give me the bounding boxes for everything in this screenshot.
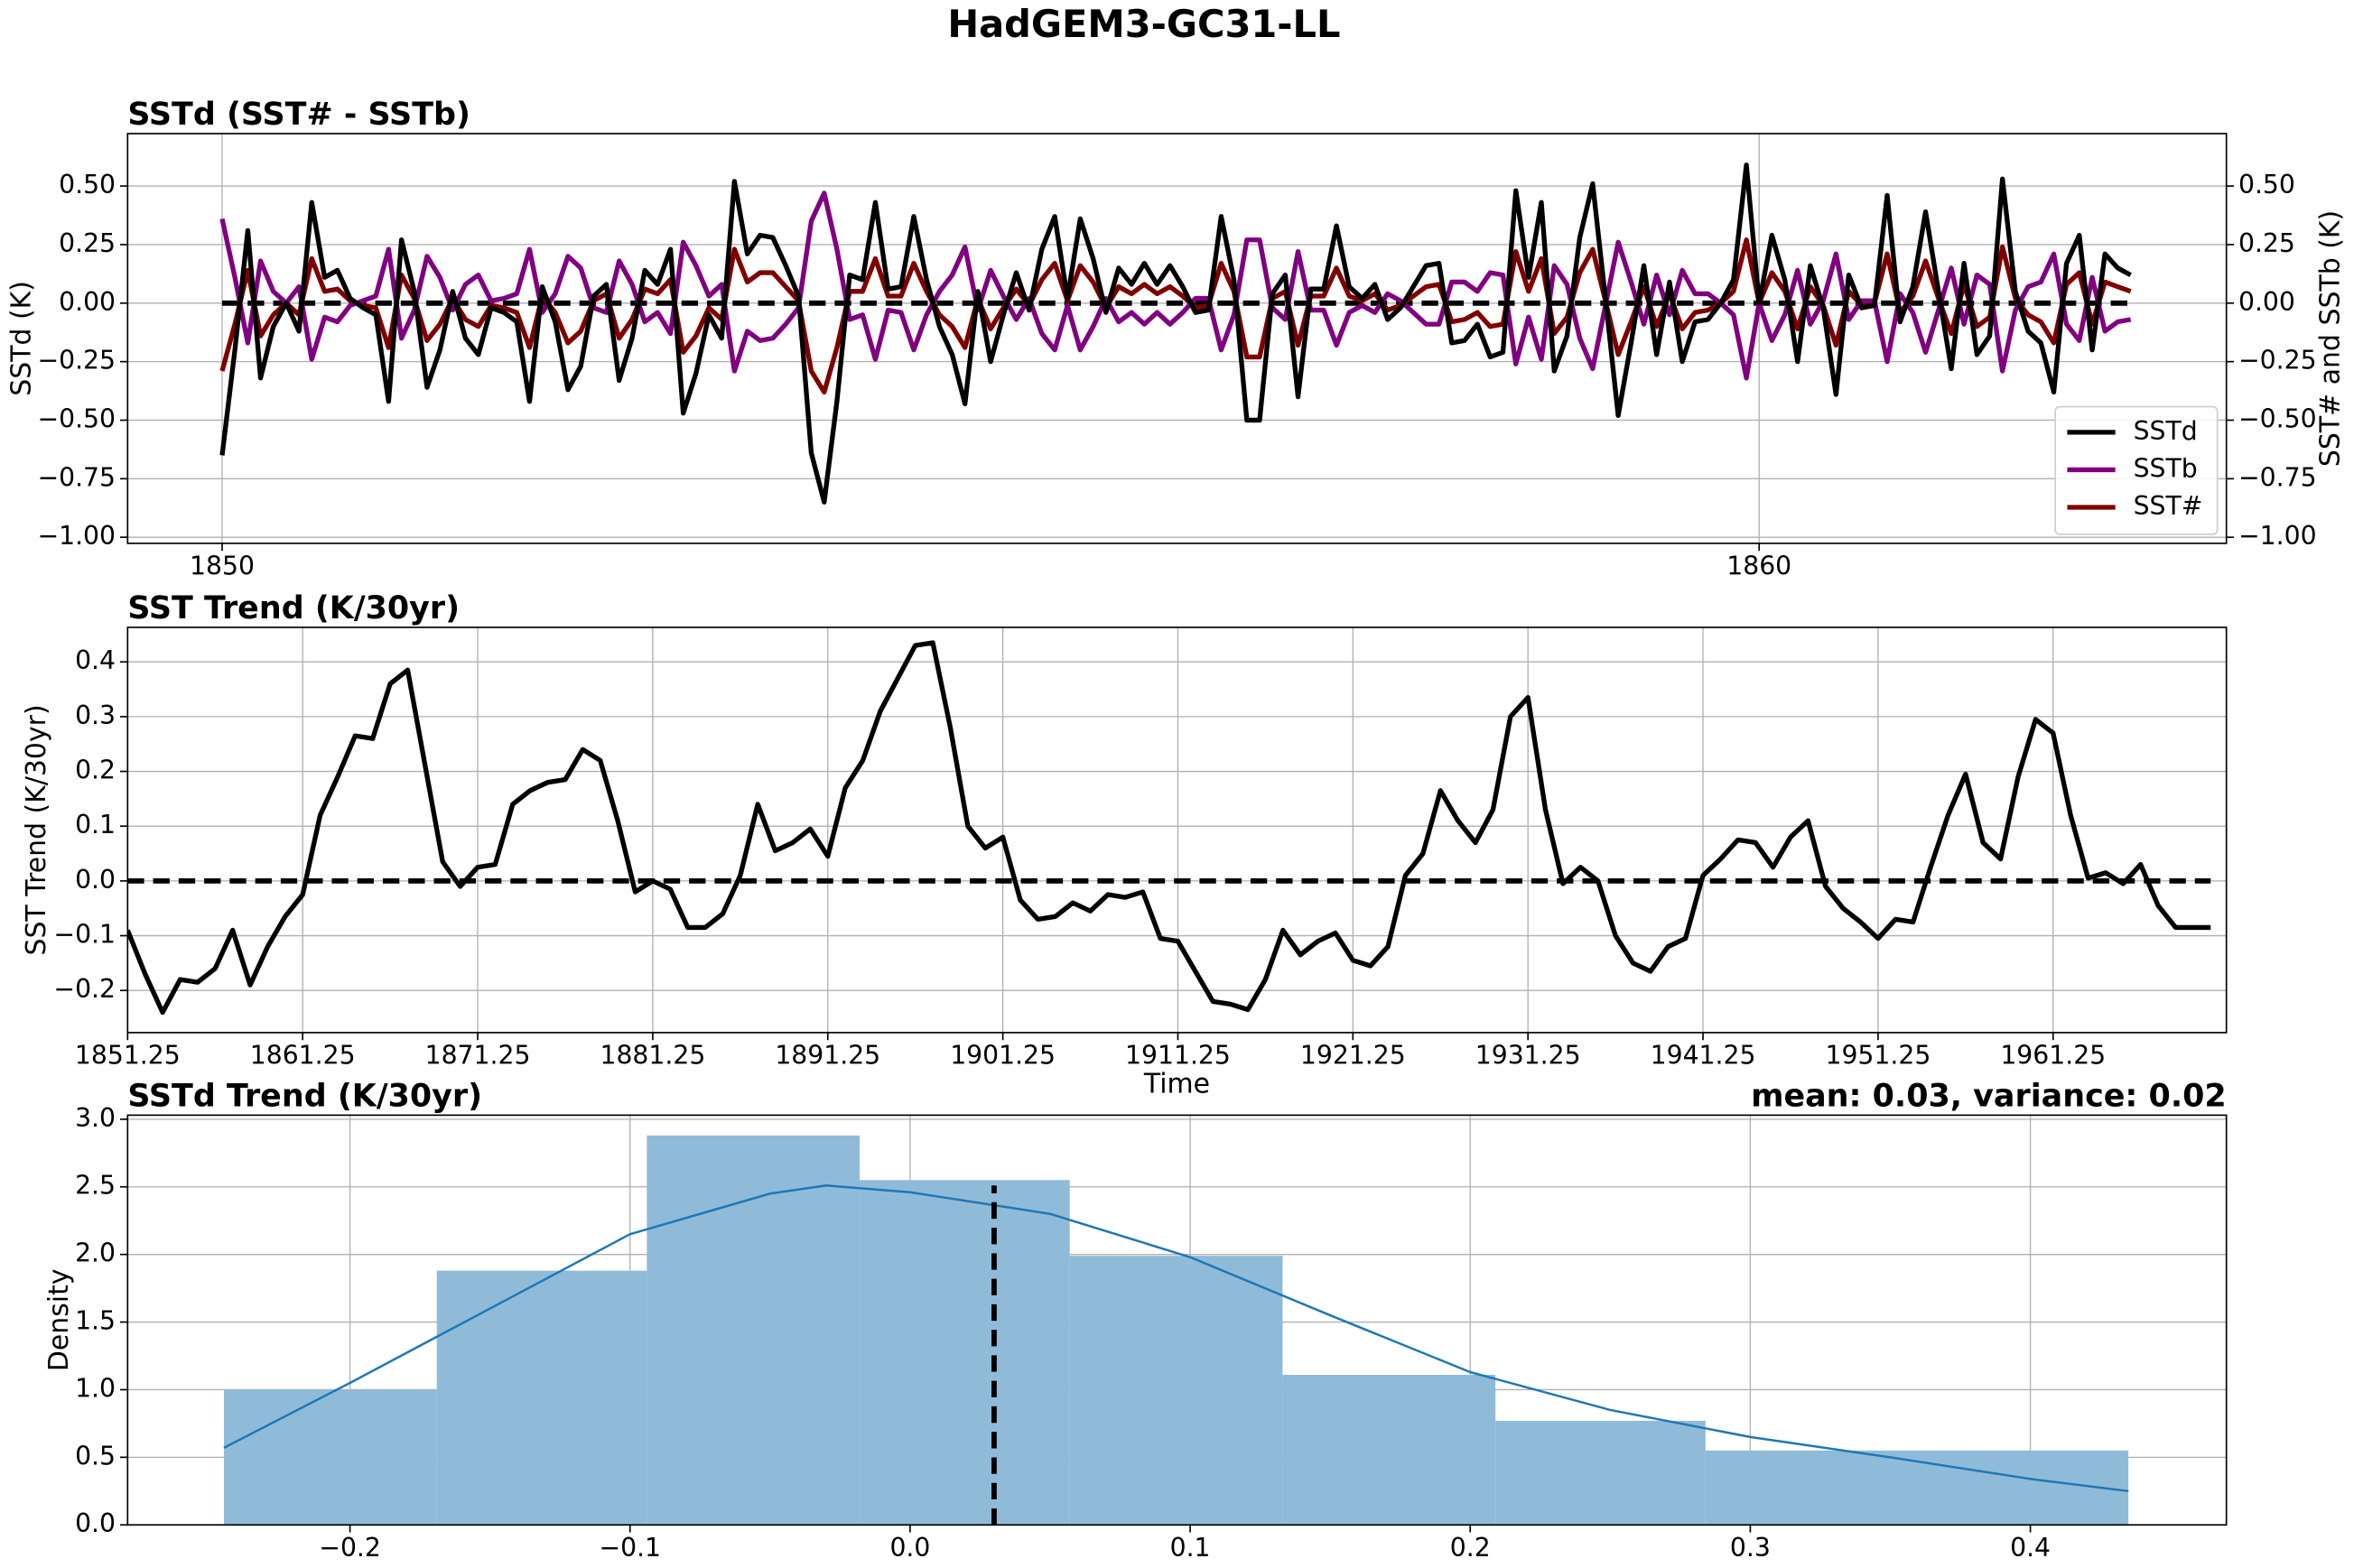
y-tick-label: −0.2	[53, 974, 116, 1004]
x-tick-label: 1861.25	[250, 1041, 356, 1071]
histogram-bar	[1069, 1256, 1283, 1526]
panel-title: SSTd Trend (K/30yr)	[127, 1078, 482, 1114]
x-tick-label: 1911.25	[1125, 1041, 1231, 1071]
y-axis-label: SST Trend (K/30yr)	[21, 704, 52, 955]
x-tick-label: 1941.25	[1651, 1041, 1756, 1071]
y-tick-label: −0.25	[37, 346, 116, 376]
y2-tick-label: −0.25	[2238, 346, 2317, 376]
y2-tick-label: −0.50	[2238, 404, 2317, 433]
y-tick-label: 0.4	[75, 645, 116, 675]
x-tick-label: 0.3	[1730, 1533, 1771, 1563]
legend-label: SST#	[2134, 491, 2203, 521]
histogram-bar	[647, 1135, 861, 1526]
y2-axis-label: SST# and SSTb (K)	[2315, 210, 2347, 467]
x-tick-label: 1891.25	[775, 1041, 880, 1071]
histogram-bar	[436, 1270, 647, 1526]
density-curve	[223, 1184, 2129, 1493]
panel-title-right: mean: 0.03, variance: 0.02	[1751, 1078, 2227, 1114]
histogram-bar	[1282, 1374, 1496, 1526]
x-tick-label: 1860	[1726, 551, 1791, 580]
x-tick-label: 0.2	[1450, 1533, 1491, 1563]
panel-title: SSTd (SST# - SSTb)	[127, 97, 470, 133]
panel: SST Trend (K/30yr) SST Trend (K/30yr) Time…	[21, 590, 2228, 1100]
y-tick-label: 2.5	[75, 1171, 116, 1201]
y-tick-label: 0.0	[75, 865, 116, 895]
legend-label: SSTb	[2134, 453, 2198, 483]
y-tick-label: −1.00	[37, 521, 116, 551]
y-tick-label: −0.75	[37, 462, 116, 492]
legend: SSTd SSTb SST#	[2054, 405, 2219, 535]
y-tick-label: 2.0	[75, 1239, 116, 1268]
y2-tick-label: 0.00	[2238, 287, 2295, 317]
plot-area	[223, 1135, 2129, 1526]
y-tick-label: 1.5	[75, 1306, 116, 1336]
x-tick-label: −0.2	[319, 1533, 381, 1563]
y-tick-label: 0.00	[59, 287, 116, 317]
y2-tick-label: 0.25	[2238, 228, 2295, 258]
x-tick-label: 1921.25	[1300, 1041, 1406, 1071]
panel: SSTd (SST# - SSTb) SSTd (K) SST# and SSTb …	[5, 97, 2346, 580]
series-line	[127, 640, 2211, 1016]
histogram-bar	[1705, 1450, 1919, 1526]
x-tick-label: 1931.25	[1475, 1041, 1581, 1071]
axes-frame	[126, 133, 2228, 544]
series-line	[219, 162, 2132, 505]
x-tick-label: 0.4	[2010, 1533, 2051, 1563]
histogram-bar	[224, 1389, 437, 1526]
y-axis-label: Density	[43, 1268, 75, 1371]
y2-tick-label: −1.00	[2238, 521, 2317, 551]
axes-frame	[126, 1114, 2228, 1526]
y-tick-label: 0.2	[75, 756, 116, 785]
x-tick-label: 1901.25	[950, 1041, 1056, 1071]
panel-title: SST Trend (K/30yr)	[127, 590, 460, 626]
y-tick-label: 0.1	[75, 810, 116, 840]
x-tick-label: 1851.25	[75, 1041, 181, 1071]
histogram-bar	[1495, 1420, 1706, 1526]
x-tick-label: 0.0	[889, 1533, 930, 1563]
y-tick-label: −0.1	[53, 920, 116, 950]
plot-area	[219, 162, 2132, 505]
x-tick-label: 0.1	[1170, 1533, 1211, 1563]
y-tick-label: 0.25	[59, 228, 116, 258]
y-tick-label: 0.0	[75, 1508, 116, 1538]
y-tick-label: 3.0	[75, 1103, 116, 1133]
y-axis-label: SSTd (K)	[5, 281, 37, 396]
plot-area	[127, 640, 2211, 1016]
figure-title: HadGEM3-GC31-LL	[947, 2, 1340, 46]
panel: SSTd Trend (K/30yr) mean: 0.03, variance:…	[43, 1078, 2228, 1563]
y-tick-label: −0.50	[37, 404, 116, 433]
y-tick-label: 0.50	[59, 170, 116, 199]
y-tick-label: 0.3	[75, 700, 116, 730]
x-tick-label: 1850	[190, 551, 255, 580]
legend-box	[2054, 405, 2219, 535]
y-tick-label: 0.5	[75, 1441, 116, 1471]
x-tick-label: −0.1	[599, 1533, 661, 1563]
x-tick-label: 1961.25	[2000, 1041, 2106, 1071]
histogram-bar	[860, 1180, 1070, 1526]
y2-tick-label: 0.50	[2238, 170, 2295, 199]
x-axis-label: Time	[1143, 1069, 1210, 1100]
x-tick-label: 1951.25	[1825, 1041, 1931, 1071]
y-tick-label: 1.0	[75, 1373, 116, 1403]
x-tick-label: 1881.25	[600, 1041, 705, 1071]
y2-tick-label: −0.75	[2238, 462, 2317, 492]
x-tick-label: 1871.25	[425, 1041, 531, 1071]
legend-label: SSTd	[2134, 416, 2198, 446]
axes-frame	[126, 626, 2228, 1034]
